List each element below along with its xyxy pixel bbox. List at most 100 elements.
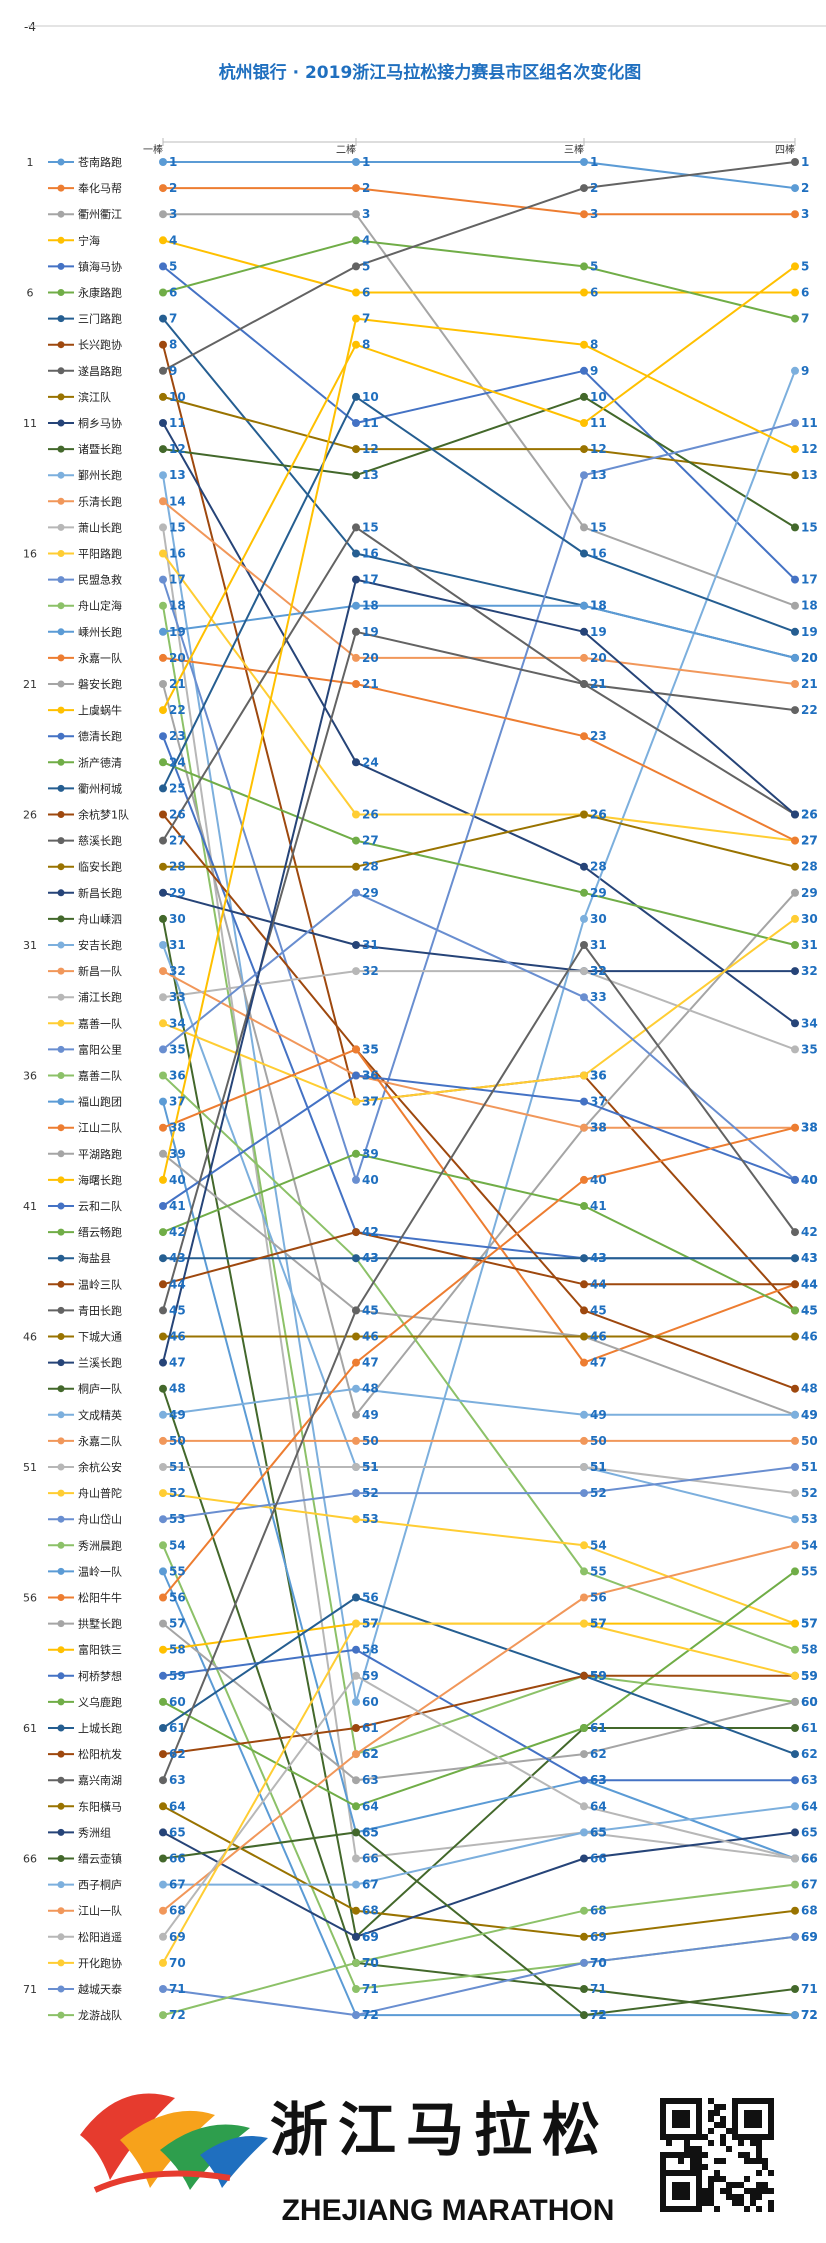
legend: 苍南路跑奉化马帮衢州衢江宁海镇海马协永康路跑三门路跑长兴跑协遂昌路跑滨江队桐乡马… xyxy=(48,155,129,2022)
point-rank-label: 57 xyxy=(590,1617,607,1631)
point-rank-label: 67 xyxy=(169,1878,186,1892)
point-rank-label: 57 xyxy=(362,1617,379,1631)
data-point xyxy=(352,888,360,897)
qr-module xyxy=(720,2134,726,2140)
qr-module xyxy=(696,2164,702,2170)
footer-art: 浙江马拉松 ZHEJIANG MARATHON xyxy=(80,2093,778,2227)
series-line xyxy=(162,265,796,711)
qr-module xyxy=(726,2128,732,2134)
qr-module xyxy=(756,2188,762,2194)
point-rank-label: 4 xyxy=(169,233,177,247)
legend-label: 江山一队 xyxy=(78,1904,122,1918)
point-rank-label: 46 xyxy=(362,1330,379,1344)
data-point xyxy=(791,1750,799,1759)
point-rank-label: 3 xyxy=(362,207,370,221)
point-rank-label: 61 xyxy=(362,1721,379,1735)
legend-label: 民盟急救 xyxy=(78,573,122,587)
qr-module xyxy=(660,2116,666,2122)
data-point xyxy=(352,158,360,166)
point-rank-label: 43 xyxy=(169,1251,186,1265)
qr-module xyxy=(660,2206,666,2212)
legend-label: 文成精英 xyxy=(78,1408,122,1422)
legend-swatch-dot xyxy=(57,1254,65,1262)
point-rank-label: 19 xyxy=(590,625,607,639)
qr-module xyxy=(702,2164,708,2170)
rank-tick-label: 6 xyxy=(27,287,34,300)
point-rank-label: 52 xyxy=(801,1486,818,1500)
point-rank-label: 44 xyxy=(169,1277,186,1291)
point-rank-label: 9 xyxy=(169,364,177,378)
point-rank-label: 40 xyxy=(169,1173,186,1187)
point-rank-label: 37 xyxy=(169,1095,186,1109)
qr-module xyxy=(696,2152,702,2158)
point-rank-label: 51 xyxy=(590,1460,607,1474)
qr-module xyxy=(690,2164,696,2170)
qr-module xyxy=(696,2194,702,2200)
data-point xyxy=(580,914,588,923)
data-point xyxy=(580,1593,588,1602)
legend-label: 镇海马协 xyxy=(78,259,122,273)
series-line xyxy=(162,1831,796,2017)
legend-label: 浙产德清 xyxy=(78,755,122,769)
point-rank-label: 43 xyxy=(362,1251,379,1265)
legend-swatch-dot xyxy=(57,1437,65,1445)
qr-module xyxy=(696,2146,702,2152)
point-rank-label: 42 xyxy=(169,1225,186,1239)
data-point xyxy=(159,1045,167,1054)
data-point xyxy=(159,993,167,1002)
series-line xyxy=(163,813,796,868)
point-rank-label: 71 xyxy=(362,1982,379,1996)
series-line xyxy=(162,1570,796,1808)
data-point xyxy=(352,1724,360,1732)
series-line xyxy=(162,761,796,946)
point-rank-label: 54 xyxy=(801,1538,818,1552)
data-point xyxy=(159,1776,167,1785)
data-point xyxy=(791,262,799,271)
data-point xyxy=(580,810,588,819)
legend-swatch-dot xyxy=(57,1646,65,1654)
point-rank-label: 5 xyxy=(801,259,809,273)
data-point xyxy=(791,419,799,427)
qr-module xyxy=(744,2176,750,2182)
point-rank-label: 45 xyxy=(169,1303,186,1317)
data-point xyxy=(159,758,167,767)
point-rank-label: 68 xyxy=(801,1904,818,1918)
data-point xyxy=(159,1175,167,1184)
qr-module xyxy=(708,2128,714,2134)
qr-module xyxy=(660,2134,666,2140)
legend-swatch-dot xyxy=(57,419,65,427)
qr-module xyxy=(660,2182,666,2188)
qr-module xyxy=(726,2188,732,2194)
data-point xyxy=(352,575,360,584)
qr-module xyxy=(768,2128,774,2134)
point-rank-label: 69 xyxy=(362,1930,379,1944)
qr-module xyxy=(732,2134,738,2140)
legend-swatch-dot xyxy=(57,236,65,244)
data-point xyxy=(580,1436,588,1445)
data-point xyxy=(580,1854,588,1863)
data-point xyxy=(791,314,799,323)
data-point xyxy=(159,1228,167,1237)
data-point xyxy=(791,914,799,923)
point-rank-label: 41 xyxy=(169,1199,186,1213)
qr-module xyxy=(714,2206,720,2212)
point-rank-label: 49 xyxy=(590,1408,607,1422)
point-rank-label: 65 xyxy=(362,1825,379,1839)
legend-swatch-dot xyxy=(57,1333,65,1340)
data-point xyxy=(580,419,588,427)
data-point xyxy=(159,1358,167,1367)
point-rank-label: 5 xyxy=(169,259,177,273)
marathon-logo xyxy=(80,2093,268,2193)
series-line xyxy=(162,1074,796,1651)
data-point xyxy=(352,1071,360,1080)
series-line xyxy=(162,1805,796,1938)
point-rank-label: 38 xyxy=(169,1121,186,1135)
series-line xyxy=(162,1101,796,1860)
point-rank-label: 58 xyxy=(169,1643,186,1657)
series-line xyxy=(163,213,796,607)
qr-module xyxy=(684,2110,690,2116)
rank-tick-label: 36 xyxy=(23,1070,37,1083)
data-point xyxy=(580,1567,588,1576)
data-point xyxy=(159,888,167,897)
point-rank-label: 36 xyxy=(169,1069,186,1083)
